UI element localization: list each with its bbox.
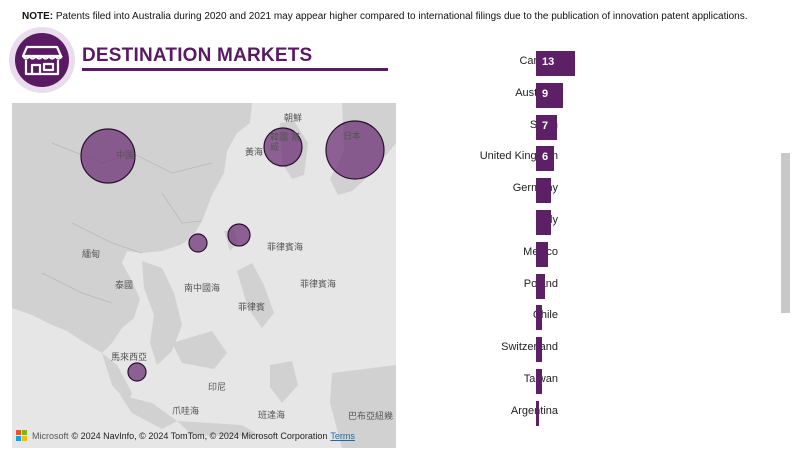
map-label-banda-sea: 班達海: [258, 408, 285, 421]
bar-row[interactable]: Argentina: [430, 398, 770, 426]
destination-bar-chart: Canada13 Australia9 Spain7 United Kingdom6 G…: [430, 48, 770, 438]
map-label-china: 中国: [116, 148, 134, 161]
note-text: Patents filed into Australia during 2020…: [56, 11, 748, 22]
bar[interactable]: [536, 210, 551, 235]
terms-link[interactable]: Terms: [330, 431, 355, 441]
bar-row[interactable]: Mexico: [430, 239, 770, 267]
map-attribution: Microsoft © 2024 NavInfo, © 2024 TomTom,…: [16, 430, 355, 441]
bar-value-label: 6: [542, 151, 548, 163]
attribution-text: © 2024 NavInfo, © 2024 TomTom, © 2024 Mi…: [72, 431, 328, 441]
bar-value-label: 9: [542, 88, 548, 100]
note-label: NOTE:: [22, 11, 53, 22]
map-label-java-sea: 爪哇海: [172, 404, 199, 417]
bar-row[interactable]: Switzerland: [430, 334, 770, 362]
bar-row[interactable]: Canada13: [430, 48, 770, 76]
destination-map[interactable]: 中国 韓國 富威 日本 黃海 朝鮮 菲律賓海 菲律賓海 緬甸 泰國 南中國海 菲…: [12, 103, 396, 448]
map-label-philippines: 菲律賓: [238, 300, 265, 313]
bar-row[interactable]: United Kingdom6: [430, 143, 770, 171]
bubble-singapore: [128, 363, 146, 381]
map-label-indonesia: 印尼: [208, 380, 226, 393]
map-bubbles: [12, 103, 396, 448]
bar-value-label: 13: [542, 56, 554, 68]
bar[interactable]: [536, 178, 551, 203]
map-label-yellow-sea: 黃海: [245, 145, 263, 158]
map-label-sea-of-japan: 朝鮮: [284, 111, 302, 124]
map-label-south-china-sea: 南中國海: [184, 281, 220, 294]
title-underline: [82, 68, 388, 71]
map-label-arafura: 巴布亞紐幾: [348, 409, 393, 422]
bar[interactable]: [536, 83, 563, 108]
map-label-malaysia: 馬來西亞: [111, 350, 147, 363]
map-label-philippine-sea-2: 菲律賓海: [300, 277, 336, 290]
bar[interactable]: [536, 274, 545, 299]
map-label-philippine-sea-1: 菲律賓海: [267, 240, 303, 253]
scrollbar-thumb[interactable]: [781, 153, 790, 313]
bar-row[interactable]: Italy: [430, 207, 770, 235]
bar-row[interactable]: Australia9: [430, 80, 770, 108]
bar-row[interactable]: Germany: [430, 175, 770, 203]
bar-row[interactable]: Taiwan: [430, 366, 770, 394]
bar-row[interactable]: Poland: [430, 271, 770, 299]
map-label-thailand: 泰國: [115, 278, 133, 291]
bar[interactable]: [536, 401, 539, 426]
page-title: DESTINATION MARKETS: [82, 45, 312, 67]
map-label-korea: 韓國 富威: [270, 133, 300, 153]
microsoft-label: Microsoft: [32, 431, 69, 441]
bubble-hongkong: [189, 234, 207, 252]
bar-category-label: Argentina: [511, 405, 558, 417]
bar[interactable]: [536, 337, 542, 362]
storefront-icon: [8, 26, 76, 94]
bar[interactable]: [536, 369, 542, 394]
disclaimer-note: NOTE: Patents filed into Australia durin…: [22, 11, 747, 22]
bar-value-label: 7: [542, 120, 548, 132]
bar[interactable]: [536, 305, 542, 330]
bar-row[interactable]: Chile: [430, 302, 770, 330]
bar[interactable]: [536, 242, 548, 267]
bar-row[interactable]: Spain7: [430, 112, 770, 140]
bar-category-label: Switzerland: [501, 341, 558, 353]
map-label-myanmar: 緬甸: [82, 247, 100, 260]
microsoft-icon: [16, 430, 27, 441]
map-label-japan: 日本: [343, 129, 361, 142]
bubble-taiwan: [228, 224, 250, 246]
